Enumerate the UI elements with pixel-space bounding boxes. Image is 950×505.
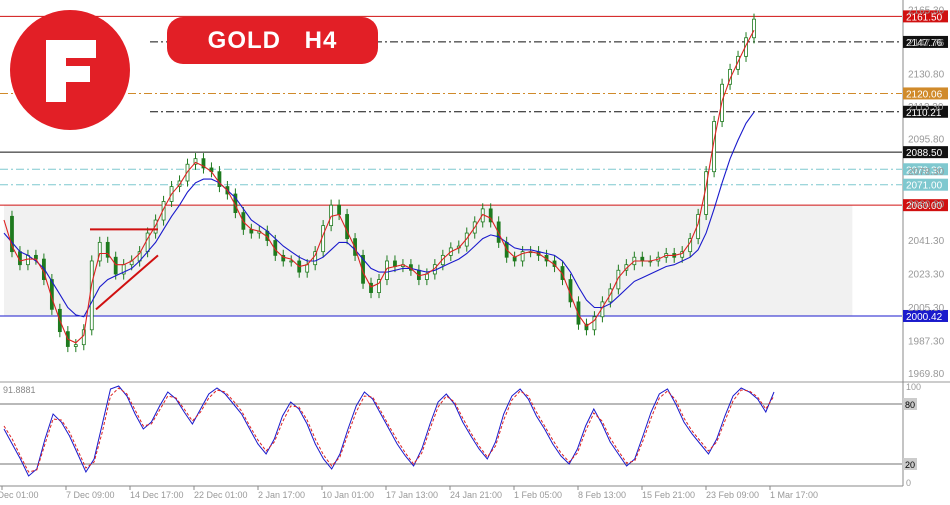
candle-body [488,208,493,223]
symbol-label: GOLD [207,27,281,54]
candle-body [752,18,756,39]
y-tick-label: 2130.80 [908,69,945,80]
candle-body [329,204,334,227]
candle-body [616,269,621,290]
candle-body [592,316,597,331]
x-tick-label: 23 Feb 09:00 [706,490,759,500]
candle-body [337,204,342,215]
level-label: 2060.00 [906,201,943,212]
candle-body [313,251,318,266]
stochastic-line [3,385,775,477]
x-tick-label: 17 Jan 13:00 [386,490,438,500]
y-tick-label: 2113.30 [908,102,944,113]
level-label-bg [903,87,948,100]
candle-body [520,251,525,262]
y-tick-label: 2147.76 [908,38,945,49]
candle-body [105,241,110,258]
moving-average-line [3,30,755,344]
y-tick-label: 2165.30 [908,5,945,16]
y-tick-label: 2060.80 [908,200,945,211]
candle-body [512,256,517,262]
candle-body [113,256,118,275]
symbol-badge: GOLD H4 [167,17,378,64]
level-label-bg [903,199,948,212]
candle-body [289,260,294,263]
candle-body [97,241,102,262]
candle-body [217,171,222,187]
level-label-bg [903,105,948,118]
level-label: 2120.06 [906,89,943,100]
level-label-bg [903,178,948,191]
candle-body [640,256,645,262]
candle-body [201,158,206,169]
x-tick-label: 14 Dec 17:00 [130,490,184,500]
x-tick-label: 8 Feb 13:00 [578,490,626,500]
candle-body [377,279,381,293]
y-tick-label: 1987.30 [908,336,945,347]
level-label: 2088.50 [906,148,943,159]
level-label: 2079.30 [906,165,943,176]
x-tick-label: 2 Jan 17:00 [258,490,305,500]
level-label: 2000.42 [906,312,943,323]
level-label-bg [903,10,948,23]
main-panel [0,8,902,380]
level-label-bg [903,35,948,48]
osc-y-tick: 0 [906,478,911,488]
candle-body [281,254,286,262]
osc-level-label: 20 [905,460,915,470]
y-tick-label: 2078.30 [908,167,945,178]
moving-average-line [3,111,755,318]
x-tick-label: 7 Dec 09:00 [66,490,115,500]
level-label: 2161.50 [906,12,943,23]
candle-body [369,282,373,293]
x-tick-label: 24 Jan 21:00 [450,490,502,500]
candle-body [73,344,78,347]
candle-body [193,158,198,165]
consolidation-zone [4,205,853,316]
candle-body [424,273,429,280]
candle-body [161,201,166,221]
candle-body [680,251,685,258]
x-tick-label: 1 Feb 05:00 [514,490,562,500]
candle-body [393,260,397,267]
candle-body [305,264,310,273]
y-tick-label: 2095.80 [908,135,945,146]
osc-level-label: 80 [905,400,915,410]
y-tick-label: 1969.80 [908,369,945,380]
y-tick-label: 2023.30 [908,269,945,280]
x-tick-label: 22 Dec 01:00 [194,490,248,500]
osc-y-tick: 100 [906,382,921,392]
candle-body [584,323,589,331]
level-label: 2110.21 [906,108,942,119]
y-tick-label: 2005.30 [908,303,945,314]
candle-body [10,215,14,253]
candle-body [345,214,349,240]
x-tick-label: 15 Feb 21:00 [642,490,695,500]
level-label-bg [903,309,948,322]
timeframe-label: H4 [304,27,338,54]
candle-body [34,254,38,260]
y-tick-label: 2041.30 [908,236,945,247]
level-label: 2071.00 [906,181,943,192]
level-label-bg [903,146,948,159]
candle-body [89,260,94,331]
osc-level-label-bg [903,458,917,470]
x-tick-label: 1 Dec 01:00 [0,490,39,500]
candle-body [576,301,581,325]
x-tick-label: 10 Jan 01:00 [322,490,374,500]
stochastic-line [3,387,775,473]
pattern-trend-line [95,254,159,311]
x-tick-label: 1 Mar 17:00 [770,490,818,500]
osc-readout: 91.8881 [3,385,36,395]
level-label: 2147.76 [906,38,943,49]
level-label-bg [903,163,948,176]
osc-level-label-bg [903,398,917,410]
brand-logo [10,10,130,130]
